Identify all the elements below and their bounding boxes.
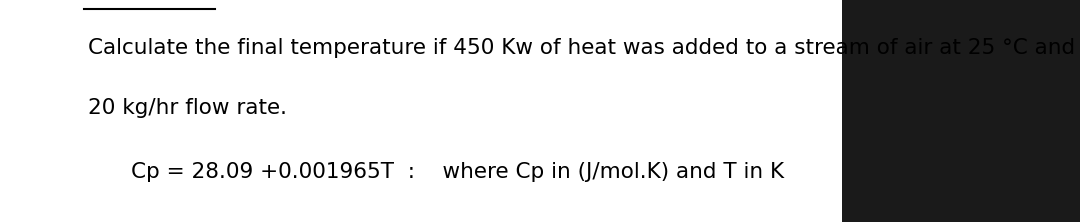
FancyBboxPatch shape xyxy=(0,0,842,222)
Text: Calculate the final temperature if 450 Kw of heat was added to a stream of air a: Calculate the final temperature if 450 K… xyxy=(89,38,1076,58)
Text: 20 kg/hr flow rate.: 20 kg/hr flow rate. xyxy=(89,98,287,118)
Text: Cp = 28.09 +0.001965T  :    where Cp in (J/mol.K) and T in K: Cp = 28.09 +0.001965T : where Cp in (J/m… xyxy=(131,162,784,182)
